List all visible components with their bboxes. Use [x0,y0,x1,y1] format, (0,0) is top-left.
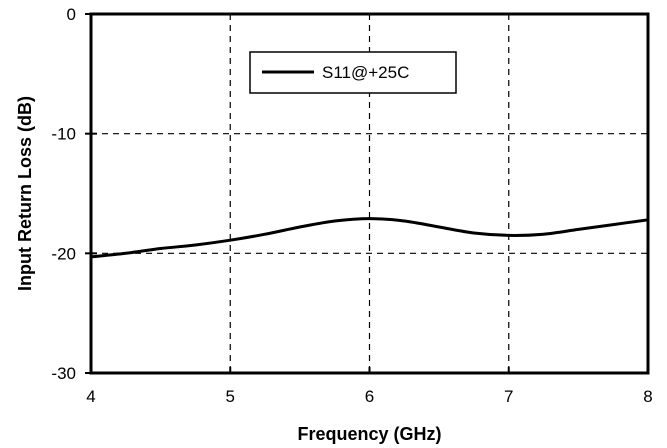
x-axis-title: Frequency (GHz) [297,424,441,444]
x-tick-label: 8 [643,387,652,406]
legend: S11@+25C [249,51,457,94]
series-line [90,217,649,259]
legend-label: S11@+25C [322,63,409,82]
y-tick-label: -10 [51,125,76,144]
series-layer [90,217,649,259]
y-tick-label: -20 [51,244,76,263]
y-tick-label: -30 [51,364,76,383]
x-tick-label: 5 [226,387,235,406]
y-tick-label: 0 [67,5,76,24]
x-tick-label: 7 [504,387,513,406]
x-tick-label: 4 [86,387,95,406]
ticks: 4 5 6 7 8 0 -10 -20 -30 [51,5,652,406]
x-tick-label: 6 [365,387,374,406]
y-axis-title: Input Return Loss (dB) [15,96,35,291]
